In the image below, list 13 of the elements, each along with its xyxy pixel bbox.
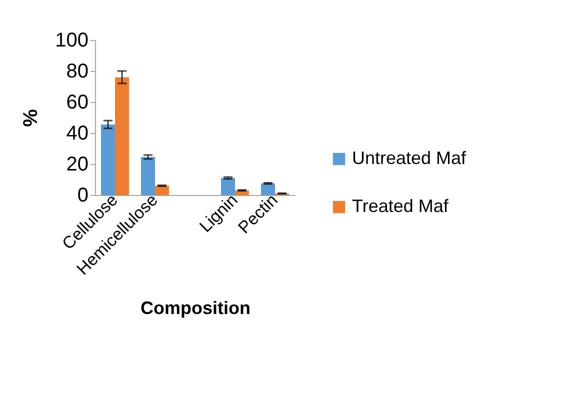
legend-label: Untreated Maf [352, 148, 468, 168]
y-tick-label: 40 [66, 122, 88, 144]
legend-label: Treated Maf [352, 196, 450, 216]
bar [115, 77, 129, 195]
y-tick-label: 60 [66, 92, 88, 114]
bar [101, 124, 115, 195]
y-axis-title: % [20, 108, 42, 127]
x-axis-title: Composition [140, 298, 250, 318]
y-tick-label: 100 [55, 30, 88, 52]
bar [261, 183, 275, 195]
bar [221, 178, 235, 195]
y-tick-label: 80 [66, 60, 88, 82]
y-tick-label: 20 [66, 154, 88, 176]
